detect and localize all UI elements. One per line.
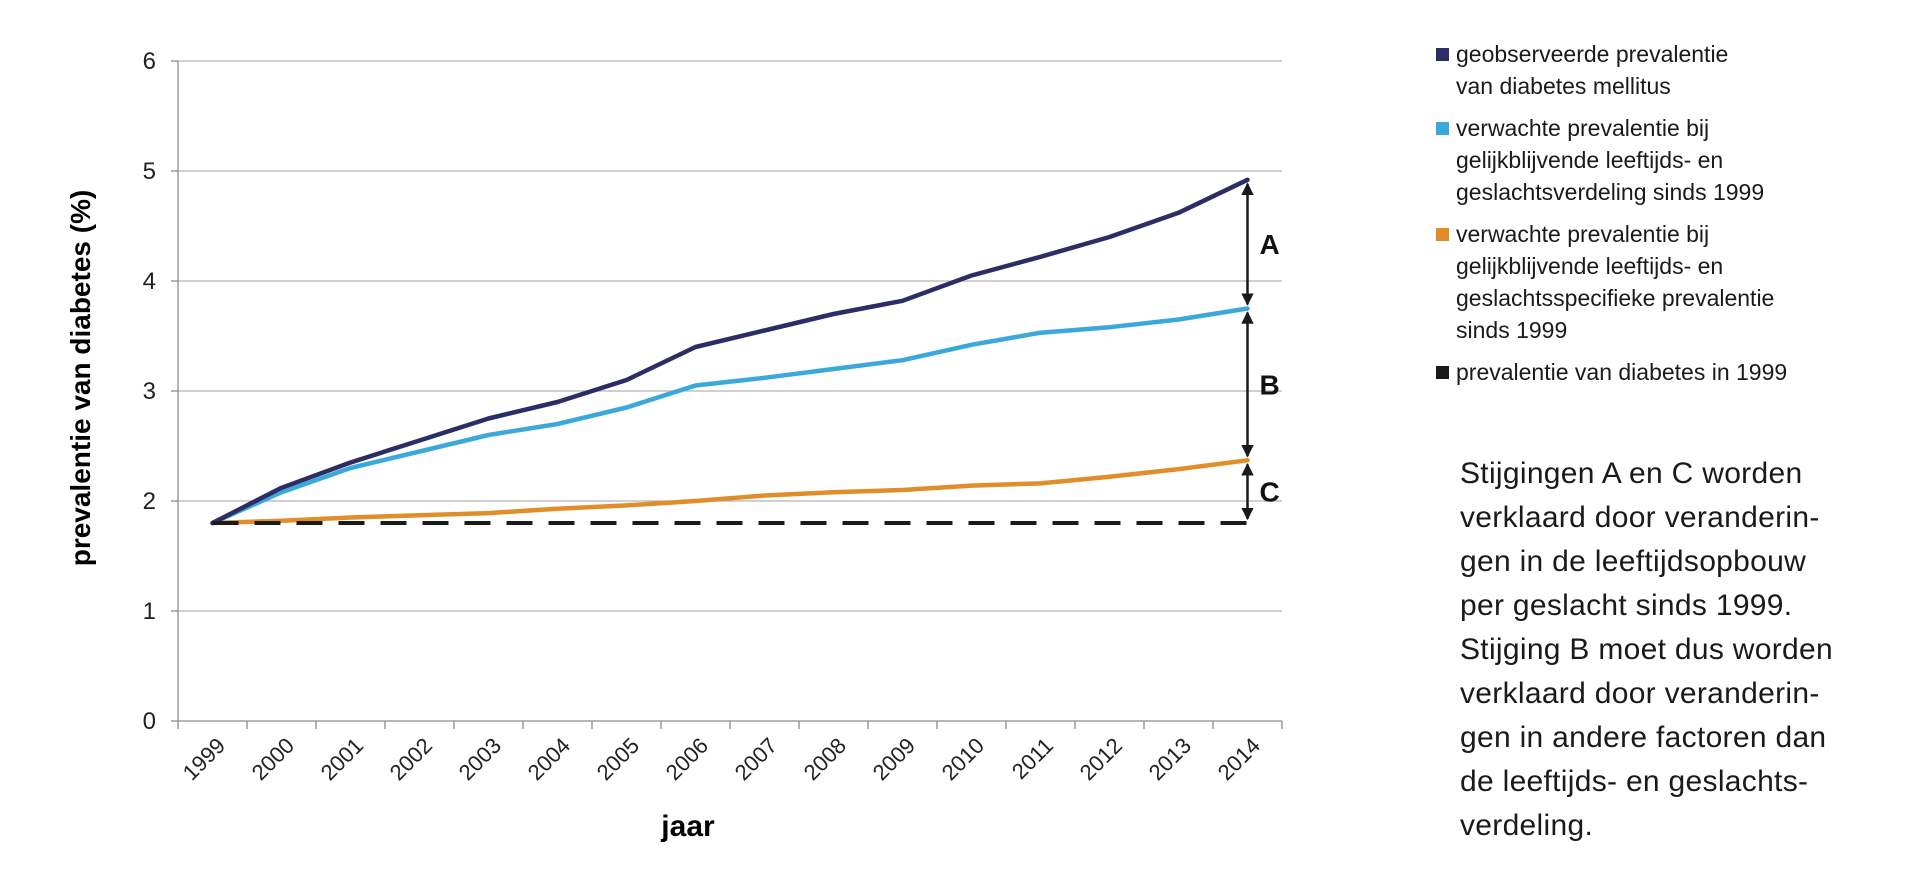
y-tick-label: 5 — [143, 158, 156, 185]
y-tick-label: 2 — [143, 488, 156, 515]
y-tick-label: 6 — [143, 48, 156, 75]
axes: 0 1 2 3 4 5 6 1999 2000 2001 2002 2003 2004 2005 2006 2… — [143, 48, 1283, 785]
x-tick-label: 2012 — [1075, 733, 1127, 785]
legend-swatch-expected-specific — [1436, 228, 1449, 241]
x-axis-label: jaar — [660, 810, 715, 843]
x-tick-label: 2001 — [316, 733, 368, 785]
series-line-2 — [210, 458, 1250, 526]
y-tick-label: 0 — [143, 708, 156, 735]
x-tick-label: 2004 — [523, 733, 575, 785]
legend-item-expected-specific: verwachte prevalentie bij gelijkblijvend… — [1436, 218, 1916, 346]
annotation-label-C: C — [1260, 477, 1280, 508]
gridlines — [178, 60, 1282, 612]
y-axis-label: prevalentie van diabetes (%) — [65, 190, 96, 567]
legend-label: prevalentie van diabetes in 1999 — [1456, 359, 1788, 385]
legend-item-baseline-1999: prevalentie van diabetes in 1999 — [1436, 356, 1916, 388]
x-tick-label: 2009 — [868, 733, 920, 785]
legend-label: verwachte prevalentie bij gelijkblijvend… — [1456, 221, 1775, 343]
y-tick-label: 1 — [143, 598, 156, 625]
explanation-note: Stijgingen A en C worden verklaard door … — [1460, 457, 1833, 842]
x-tick-label: 2007 — [730, 733, 782, 785]
line-chart: 0 1 2 3 4 5 6 1999 2000 2001 2002 2003 2004 2005 2006 2… — [65, 48, 1283, 843]
y-tick-label: 3 — [143, 378, 156, 405]
legend-swatch-expected-distribution — [1436, 122, 1449, 135]
legend-label: geobserveerde prevalentie van diabetes m… — [1456, 41, 1729, 99]
x-tick-label: 2005 — [592, 733, 644, 785]
series-lines — [210, 177, 1250, 526]
legend: geobserveerde prevalentie van diabetes m… — [1436, 38, 1916, 398]
annotations: A B C — [1241, 182, 1280, 521]
x-tick-label: 2000 — [247, 733, 299, 785]
annotation-label-B: B — [1260, 369, 1280, 400]
x-tick-label: 2014 — [1213, 733, 1265, 785]
x-tick-label: 2010 — [937, 733, 989, 785]
x-tick-label: 2008 — [799, 733, 851, 785]
annotation-label-A: A — [1260, 229, 1280, 260]
x-tick-label: 2002 — [385, 733, 437, 785]
legend-swatch-observed — [1436, 48, 1449, 61]
legend-item-observed: geobserveerde prevalentie van diabetes m… — [1436, 38, 1916, 102]
x-tick-label: 2011 — [1007, 733, 1058, 784]
x-tick-label: 1999 — [178, 733, 230, 785]
series-line-1 — [210, 306, 1250, 526]
x-tick-label: 2003 — [454, 733, 506, 785]
series-line-0 — [210, 177, 1250, 526]
legend-item-expected-distribution: verwachte prevalentie bij gelijkblijvend… — [1436, 112, 1916, 208]
legend-label: verwachte prevalentie bij gelijkblijvend… — [1456, 115, 1765, 205]
legend-swatch-baseline-1999 — [1436, 366, 1449, 379]
y-tick-label: 4 — [143, 268, 156, 295]
x-tick-label: 2006 — [661, 733, 713, 785]
x-tick-label: 2013 — [1144, 733, 1196, 785]
